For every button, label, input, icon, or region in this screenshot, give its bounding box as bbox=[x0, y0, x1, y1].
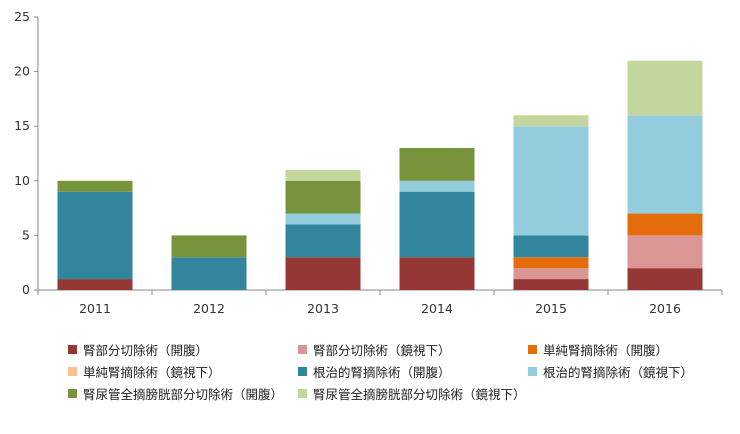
x-axis: 2011 2012 2013 2014 2015 2016 bbox=[37, 289, 723, 316]
bar-segment bbox=[513, 268, 589, 280]
legend-swatch bbox=[298, 389, 307, 398]
bar-segment bbox=[57, 279, 133, 290]
legend-swatch bbox=[68, 389, 77, 398]
legend-swatch bbox=[298, 367, 307, 376]
legend-item: 根治的腎摘除術（鏡視下） bbox=[528, 362, 693, 381]
x-tick-label: 2016 bbox=[649, 301, 681, 316]
y-tick-label: 5 bbox=[22, 227, 30, 242]
bar-segment bbox=[627, 115, 703, 214]
legend-swatch bbox=[528, 345, 537, 354]
y-tick-label: 25 bbox=[14, 9, 30, 24]
bar-segment bbox=[285, 180, 361, 214]
y-tick-label: 10 bbox=[14, 173, 30, 188]
bar-segment bbox=[627, 60, 703, 116]
bar-segment bbox=[57, 191, 133, 280]
legend-item: 根治的腎摘除術（開腹） bbox=[298, 362, 451, 381]
legend-label: 腎部分切除術（鏡視下） bbox=[313, 343, 451, 358]
bar-segment bbox=[285, 213, 361, 225]
legend-label: 単純腎摘除術（鏡視下） bbox=[83, 365, 221, 380]
legend-label: 腎尿管全摘膀胱部分切除術（開腹） bbox=[83, 387, 284, 402]
bar-segment bbox=[513, 115, 589, 127]
legend-swatch bbox=[68, 345, 77, 354]
legend-item: 腎尿管全摘膀胱部分切除術（鏡視下） bbox=[298, 384, 526, 403]
bar-segment bbox=[627, 268, 703, 290]
legend-item: 腎尿管全摘膀胱部分切除術（開腹） bbox=[68, 384, 283, 403]
bar-segment bbox=[627, 235, 703, 269]
bar-segment bbox=[513, 126, 589, 236]
bar-segment bbox=[399, 191, 475, 258]
legend-item: 腎部分切除術（鏡視下） bbox=[298, 340, 451, 359]
legend-label: 単純腎摘除術（開腹） bbox=[543, 343, 669, 358]
bar-segment bbox=[171, 257, 247, 290]
bar-segment bbox=[285, 257, 361, 290]
legend-swatch bbox=[528, 367, 537, 376]
legend-item: 単純腎摘除術（開腹） bbox=[528, 340, 668, 359]
legend-label: 腎部分切除術（開腹） bbox=[83, 343, 209, 358]
x-tick-label: 2011 bbox=[79, 301, 111, 316]
y-axis: 0 5 10 15 20 25 bbox=[14, 9, 39, 297]
bar-segment bbox=[513, 257, 589, 269]
legend-label: 根治的腎摘除術（鏡視下） bbox=[543, 365, 694, 380]
bar-segment bbox=[57, 180, 133, 192]
x-tick-label: 2014 bbox=[421, 301, 453, 316]
x-tick-label: 2013 bbox=[307, 301, 339, 316]
legend-swatch bbox=[68, 367, 77, 376]
legend-swatch bbox=[298, 345, 307, 354]
bar-segment bbox=[171, 235, 247, 258]
y-tick-label: 20 bbox=[14, 64, 30, 79]
legend-item: 腎部分切除術（開腹） bbox=[68, 340, 208, 359]
y-tick-label: 0 bbox=[22, 282, 30, 297]
bar-segment bbox=[399, 148, 475, 181]
bar-segment bbox=[627, 213, 703, 236]
x-tick-label: 2015 bbox=[535, 301, 567, 316]
legend-label: 根治的腎摘除術（開腹） bbox=[313, 365, 451, 380]
bar-segment bbox=[513, 279, 589, 290]
bar-segment bbox=[285, 224, 361, 258]
legend-item: 単純腎摘除術（鏡視下） bbox=[68, 362, 221, 381]
bars bbox=[57, 60, 703, 290]
bar-segment bbox=[513, 235, 589, 258]
y-tick-label: 15 bbox=[14, 118, 30, 133]
bar-segment bbox=[399, 180, 475, 192]
bar-segment bbox=[399, 257, 475, 290]
x-tick-label: 2012 bbox=[193, 301, 225, 316]
legend-label: 腎尿管全摘膀胱部分切除術（鏡視下） bbox=[313, 387, 526, 402]
bar-segment bbox=[285, 169, 361, 181]
